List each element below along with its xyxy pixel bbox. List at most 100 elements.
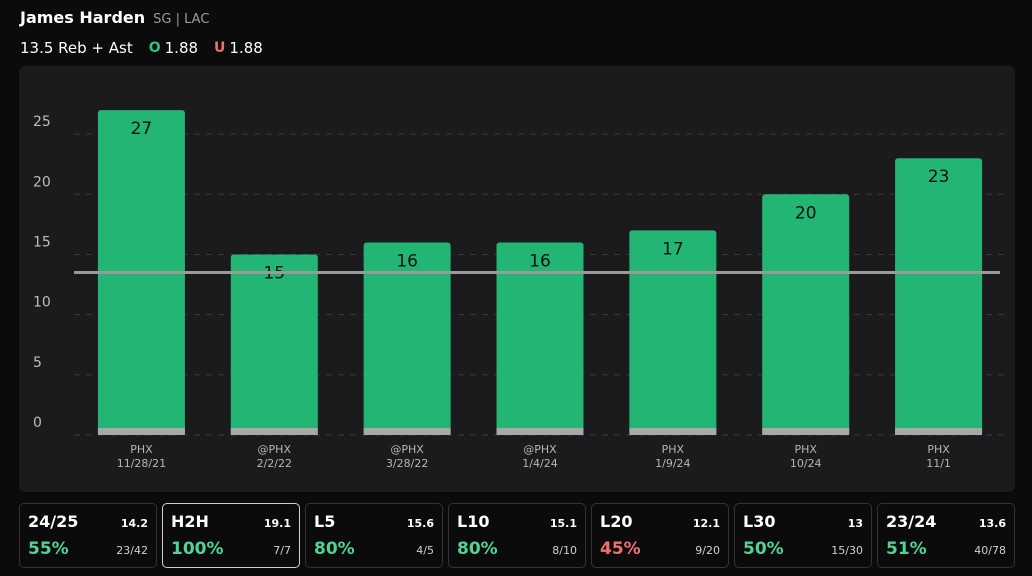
x-tick-date: 1/4/24 xyxy=(522,457,557,470)
stat-card-h2h[interactable]: H2H 19.1 100% 7/7 xyxy=(162,503,300,568)
y-tick-label: 15 xyxy=(33,234,51,250)
x-tick-opponent: @PHX xyxy=(390,443,424,456)
x-tick-opponent: PHX xyxy=(662,443,685,456)
player-name-row: James Harden SG | LAC xyxy=(20,8,1010,32)
under-icon: U xyxy=(214,40,226,56)
stat-hit-fraction: 8/10 xyxy=(552,544,577,557)
stat-hit-percentage: 45% xyxy=(600,539,641,559)
bar xyxy=(230,254,318,435)
stat-average: 12.1 xyxy=(692,517,720,530)
stat-bottom-row: 80% 4/5 xyxy=(314,539,434,559)
y-tick-label: 20 xyxy=(33,174,51,190)
x-tick-opponent: PHX xyxy=(794,443,817,456)
stat-top-row: L20 12.1 xyxy=(600,512,720,534)
y-tick-label: 10 xyxy=(33,295,51,311)
stat-average: 15.6 xyxy=(406,517,434,530)
stat-hit-percentage: 50% xyxy=(743,539,784,559)
stat-bottom-row: 51% 40/78 xyxy=(886,539,1006,559)
x-tick-date: 3/28/22 xyxy=(386,457,428,470)
stat-hit-fraction: 15/30 xyxy=(831,544,863,557)
stat-hit-fraction: 7/7 xyxy=(273,544,291,557)
under-odds-button[interactable]: U 1.88 xyxy=(214,39,263,57)
stat-label: H2H xyxy=(171,512,209,531)
stat-top-row: L30 13 xyxy=(743,512,863,534)
stat-hit-fraction: 23/42 xyxy=(116,544,148,557)
over-odds-button[interactable]: O 1.88 xyxy=(149,39,198,57)
stat-average: 13 xyxy=(847,517,863,530)
stat-label: L30 xyxy=(743,512,776,531)
bar-base xyxy=(230,428,318,435)
stat-top-row: L10 15.1 xyxy=(457,512,577,534)
bar-base xyxy=(762,428,850,435)
stat-hit-fraction: 4/5 xyxy=(416,544,434,557)
x-tick-date: 2/2/22 xyxy=(257,457,292,470)
stat-card-l5[interactable]: L5 15.6 80% 4/5 xyxy=(305,503,443,568)
y-tick-label: 0 xyxy=(33,415,42,431)
player-position-team: SG | LAC xyxy=(153,12,210,27)
x-tick-date: 11/28/21 xyxy=(117,457,166,470)
bar-value-label: 23 xyxy=(928,167,950,187)
stat-card-l10[interactable]: L10 15.1 80% 8/10 xyxy=(448,503,586,568)
stat-hit-percentage: 100% xyxy=(171,539,224,559)
stat-hit-fraction: 40/78 xyxy=(974,544,1006,557)
stat-average: 14.2 xyxy=(120,517,148,530)
stat-average: 13.6 xyxy=(978,517,1006,530)
bar xyxy=(762,194,850,435)
stat-hit-percentage: 51% xyxy=(886,539,927,559)
stats-row: 24/25 14.2 55% 23/42 H2H 19.1 100% 7/7 L5 15.6 80%… xyxy=(19,503,1019,570)
stat-average: 15.1 xyxy=(549,517,577,530)
x-tick-date: 11/1 xyxy=(926,457,951,470)
stat-bottom-row: 80% 8/10 xyxy=(457,539,577,559)
bar-base xyxy=(895,428,983,435)
x-tick-opponent: @PHX xyxy=(258,443,292,456)
bar-base xyxy=(496,428,584,435)
stat-card-l20[interactable]: L20 12.1 45% 9/20 xyxy=(591,503,729,568)
stat-bottom-row: 55% 23/42 xyxy=(28,539,148,559)
stat-bottom-row: 45% 9/20 xyxy=(600,539,720,559)
bar-base xyxy=(629,428,717,435)
bar-value-label: 16 xyxy=(529,251,551,271)
y-tick-label: 25 xyxy=(33,114,51,130)
bar xyxy=(629,230,717,435)
stat-label: 23/24 xyxy=(886,512,937,531)
x-tick-opponent: PHX xyxy=(130,443,153,456)
x-tick-opponent: PHX xyxy=(927,443,950,456)
stat-top-row: 23/24 13.6 xyxy=(886,512,1006,534)
bar xyxy=(895,158,983,435)
bar-value-label: 16 xyxy=(396,251,418,271)
bar-base xyxy=(363,428,451,435)
stat-hit-percentage: 55% xyxy=(28,539,69,559)
over-odds-value: 1.88 xyxy=(164,39,199,57)
over-icon: O xyxy=(148,40,161,56)
bar-value-label: 27 xyxy=(131,119,153,139)
stat-label: L10 xyxy=(457,512,490,531)
stat-bottom-row: 100% 7/7 xyxy=(171,539,291,559)
stat-card-24-25[interactable]: 24/25 14.2 55% 23/42 xyxy=(19,503,157,568)
prop-line-row: 13.5 Reb + Ast O 1.88 U 1.88 xyxy=(20,38,1010,58)
bar-value-label: 20 xyxy=(795,203,817,223)
stat-top-row: H2H 19.1 xyxy=(171,512,291,534)
x-tick-date: 10/24 xyxy=(790,457,822,470)
stat-average: 19.1 xyxy=(263,517,291,530)
chart-panel: 0 5 10 15 20 25 27 PHX 11/28/21 15 @PHX 2/2/22 16 @PH… xyxy=(19,66,1015,492)
bar-value-label: 17 xyxy=(662,239,684,259)
prop-line: 13.5 Reb + Ast xyxy=(20,39,133,57)
stat-hit-percentage: 80% xyxy=(314,539,355,559)
stat-card-l30[interactable]: L30 13 50% 15/30 xyxy=(734,503,872,568)
under-odds-value: 1.88 xyxy=(229,39,263,57)
bar xyxy=(496,242,584,435)
stat-hit-percentage: 80% xyxy=(457,539,498,559)
stat-top-row: L5 15.6 xyxy=(314,512,434,534)
x-tick-date: 1/9/24 xyxy=(655,457,690,470)
stat-top-row: 24/25 14.2 xyxy=(28,512,148,534)
bar xyxy=(363,242,451,435)
player-name: James Harden xyxy=(20,8,146,27)
bar-base xyxy=(97,428,185,435)
player-header: James Harden SG | LAC 13.5 Reb + Ast O 1… xyxy=(20,8,1010,58)
x-tick-opponent: @PHX xyxy=(523,443,557,456)
stat-card-23-24[interactable]: 23/24 13.6 51% 40/78 xyxy=(877,503,1015,568)
stat-label: 24/25 xyxy=(28,512,79,531)
stat-hit-fraction: 9/20 xyxy=(695,544,720,557)
stat-label: L5 xyxy=(314,512,336,531)
